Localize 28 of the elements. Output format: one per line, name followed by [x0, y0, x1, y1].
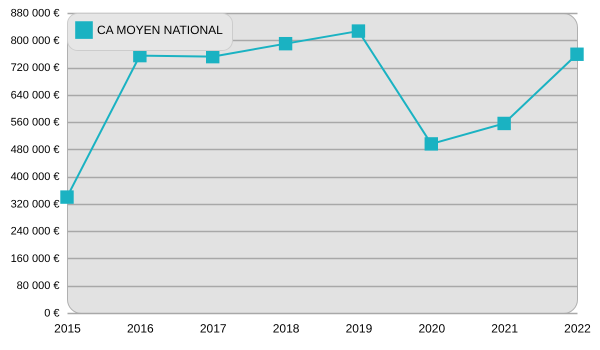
y-tick-label: 560 000 € — [10, 116, 60, 129]
point — [206, 50, 220, 64]
point — [60, 190, 74, 204]
legend-label: CA MOYEN NATIONAL — [97, 23, 224, 37]
y-tick-label: 320 000 € — [10, 198, 60, 210]
y-tick-label: 800 000 € — [10, 34, 60, 47]
y-tick-label: 720 000 € — [10, 62, 60, 74]
y-tick-label: 0 € — [44, 308, 60, 320]
x-tick-label: 2019 — [346, 322, 373, 336]
x-tick-label: 2022 — [564, 322, 592, 336]
point — [570, 48, 584, 61]
x-tick-label: 2016 — [127, 322, 154, 336]
y-tick-label: 640 000 € — [10, 89, 60, 102]
y-tick-label: 480 000 € — [10, 144, 60, 156]
y-tick-label: 160 000 € — [10, 252, 60, 265]
x-tick-label: 2018 — [272, 322, 300, 336]
point — [497, 116, 511, 130]
point — [352, 24, 366, 38]
x-tick-label: 2021 — [491, 322, 518, 336]
y-tick-label: 400 000 € — [10, 171, 60, 184]
x-tick-label: 2020 — [418, 322, 446, 336]
y-tick-label: 240 000 € — [10, 226, 60, 238]
point — [424, 137, 438, 151]
y-tick-label: 80 000 € — [16, 280, 60, 292]
point — [278, 36, 292, 50]
y-tick-label: 880 000 € — [10, 8, 60, 20]
x-tick-label: 2017 — [200, 322, 227, 336]
x-tick-label: 2015 — [54, 322, 82, 336]
